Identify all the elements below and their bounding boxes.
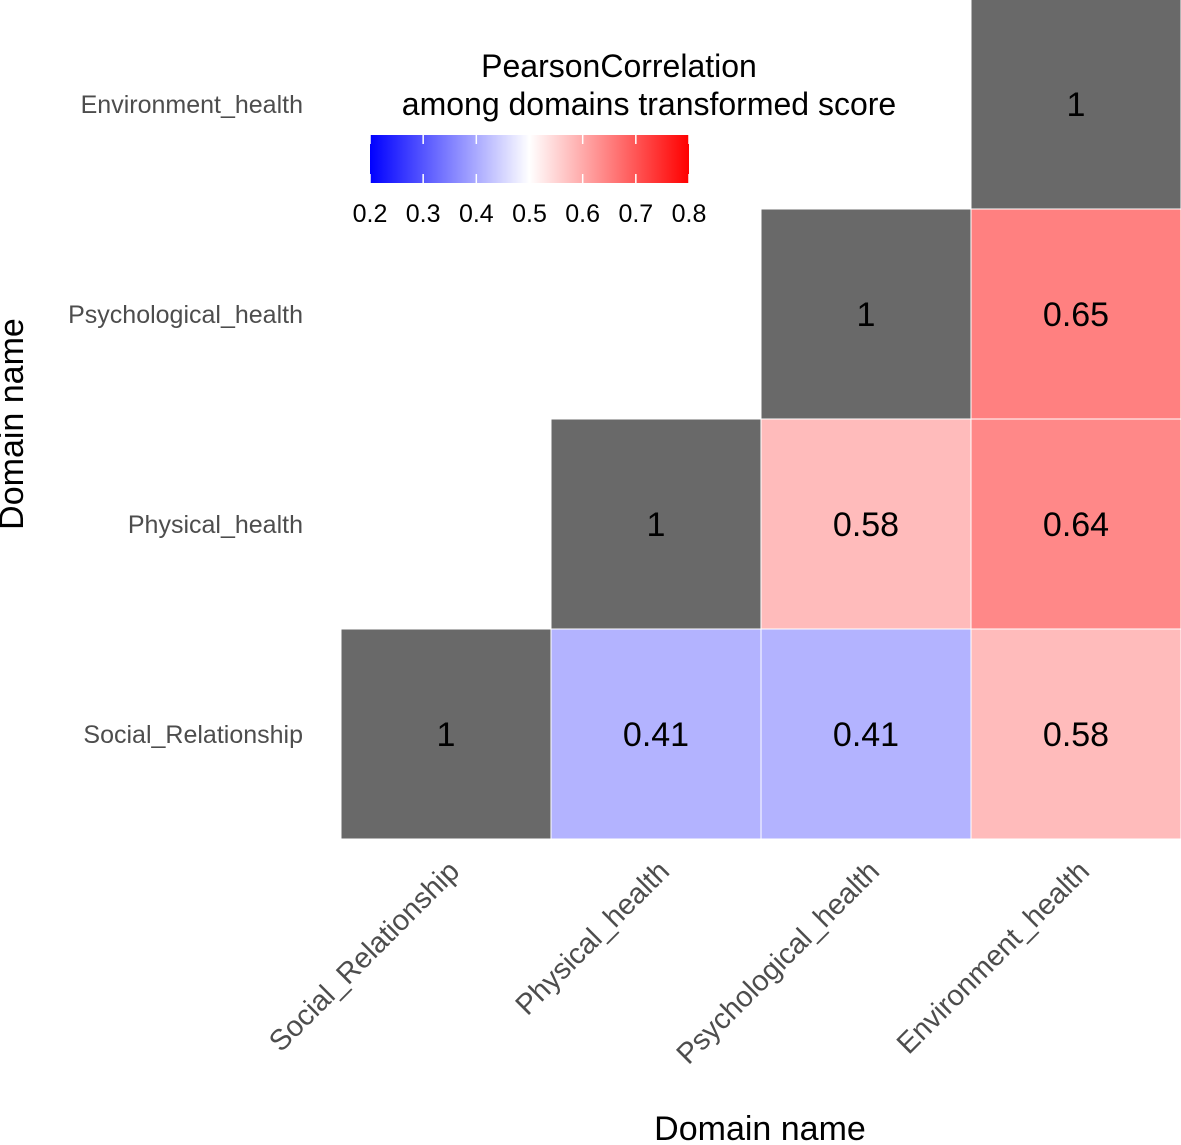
legend-tick-label: 0.7 [618,200,653,228]
color-legend: PearsonCorrelation among domains transfo… [353,48,897,228]
heatmap-cell-environment-health-physical-health [970,418,1181,630]
cell-value-label: 1 [1067,86,1086,124]
heatmap-cell-psychological-health-psychological-health [760,208,972,420]
y-axis-tick-labels: Social_Relationship Physical_health Psycho… [68,91,303,749]
heatmap-cell-environment-health-psychological-health [970,208,1181,420]
heatmap-cells: 1 0.41 0.41 0.58 1 0.58 0.64 1 0.65 1 [340,0,1181,840]
y-tick-label: Physical_health [128,511,303,539]
cell-value-label: 0.65 [1043,296,1109,334]
x-axis-tick-labels: Social_Relationship Physical_healthPsycho… [263,855,1096,1070]
heatmap-cell-physical-health-social-relationship [550,628,762,840]
y-tick-label: Psychological_health [68,301,303,329]
legend-tick-label: 0.8 [672,200,707,228]
x-axis-title: Domain name [654,1110,866,1145]
heatmap-cell-environment-health-environment-health [970,0,1181,210]
heatmap-cell-psychological-health-physical-health [760,418,972,630]
cell-value-label: 0.58 [833,506,899,544]
heatmap-cell-physical-health-physical-health [550,418,762,630]
cell-value-label: 1 [437,716,456,754]
legend-title-line-1: PearsonCorrelation [481,48,757,84]
x-tick-label: Psychological_health [671,855,886,1070]
heatmap-cell-environment-health-social-relationship [970,628,1181,840]
cell-value-label: 0.41 [833,716,899,754]
y-tick-label: Social_Relationship [83,721,303,749]
cell-value-label: 0.41 [623,716,689,754]
cell-value-label: 1 [857,296,876,334]
legend-tick-label: 0.5 [512,200,547,228]
legend-tick-label: 0.2 [353,200,388,228]
heatmap-cell-social-relationship-social-relationship [340,628,552,840]
x-tick-label: Physical_health [510,855,676,1021]
cell-value-label: 0.58 [1043,716,1109,754]
legend-title-line-2: among domains transformed score [402,86,896,122]
y-axis-title: Domain name [0,318,31,530]
legend-tick-label: 0.3 [406,200,441,228]
legend-tick-label: 0.4 [459,200,494,228]
legend-tick-label: 0.6 [565,200,600,228]
x-tick-label: Social_Relationship [263,855,466,1058]
y-tick-label: Environment_health [81,91,303,119]
cell-value-label: 1 [647,506,666,544]
cell-value-label: 0.64 [1043,506,1109,544]
legend-ticks: 0.2 0.3 0.4 0.5 0.6 0.7 0.8 [353,135,707,228]
x-tick-label: Environment_health [891,855,1096,1060]
